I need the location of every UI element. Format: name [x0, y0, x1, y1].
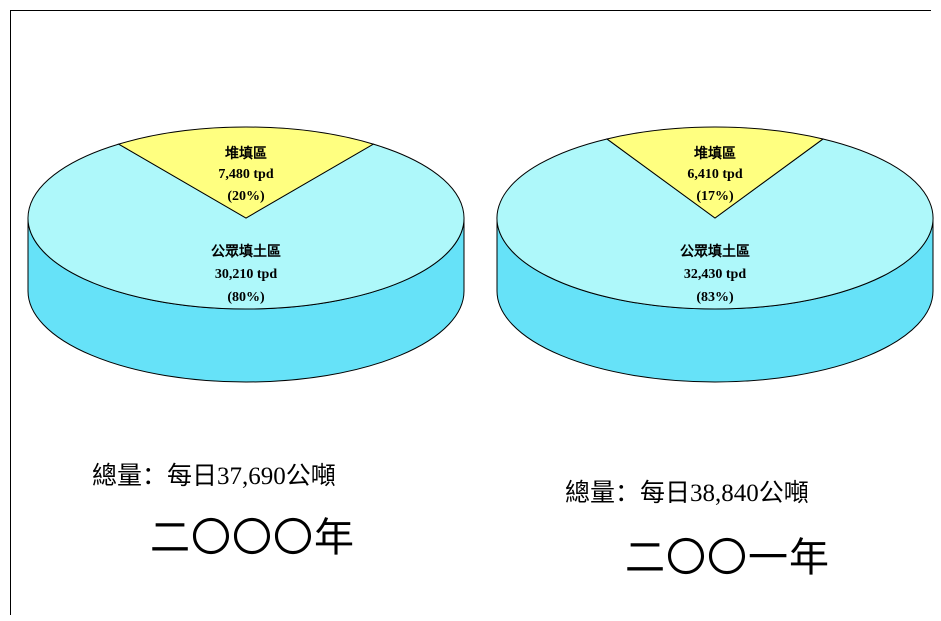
public-fill-pct-0: (80%) [227, 290, 265, 305]
slice-landfill-1 [605, 126, 825, 219]
year-2001: 二〇〇一年 [625, 535, 830, 580]
slice-public-fill-0 [27, 143, 465, 310]
slice-public-fill-1 [496, 138, 934, 310]
year-2000: 二〇〇〇年 [150, 515, 355, 560]
public-fill-value-1: 32,430 tpd [684, 267, 746, 282]
public-fill-pct-1: (83%) [696, 290, 734, 305]
landfill-label-1: 堆填區 [694, 145, 736, 162]
landfill-value-0: 7,480 tpd [218, 167, 273, 182]
total-2001: 總量：每日38,840公噸 [565, 480, 809, 507]
total-2000: 總量：每日37,690公噸 [92, 463, 336, 490]
public-fill-value-0: 30,210 tpd [215, 267, 277, 282]
landfill-pct-0: (20%) [227, 189, 265, 204]
landfill-label-0: 堆填區 [225, 145, 267, 162]
public-fill-label-1: 公眾填土區 [680, 243, 750, 260]
landfill-value-1: 6,410 tpd [687, 167, 742, 182]
slide-frame [10, 10, 931, 615]
landfill-pct-1: (17%) [696, 189, 734, 204]
public-fill-label-0: 公眾填土區 [211, 243, 281, 260]
slice-landfill-0 [117, 126, 375, 219]
